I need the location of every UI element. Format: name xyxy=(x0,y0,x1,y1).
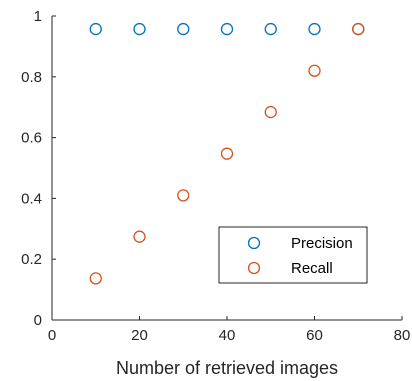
y-tick-label: 1 xyxy=(34,8,42,25)
data-point-precision xyxy=(89,22,102,36)
data-point-precision xyxy=(177,22,190,36)
x-tick-label: 0 xyxy=(48,327,56,344)
x-axis-ticks: 0 20 40 60 80 xyxy=(48,316,411,344)
x-tick-label: 80 xyxy=(394,327,411,344)
y-tick-label: 0.2 xyxy=(21,251,42,268)
data-point-recall xyxy=(89,272,102,285)
y-tick-label: 0.6 xyxy=(21,130,42,147)
data-point-recall xyxy=(177,189,190,202)
data-point-precision xyxy=(308,22,321,36)
x-axis-title: Number of retrieved images xyxy=(116,358,338,378)
legend-marker-recall xyxy=(247,261,261,275)
data-point-recall xyxy=(352,22,365,36)
y-tick-label: 0.8 xyxy=(21,69,42,86)
y-tick-label: 0.4 xyxy=(21,190,42,207)
y-tick-label: 0 xyxy=(34,312,42,329)
x-tick-label: 60 xyxy=(306,327,323,344)
data-marks xyxy=(89,22,365,285)
data-point-precision xyxy=(133,22,146,36)
legend-label-precision: Precision xyxy=(291,235,353,252)
legend: Precision Recall xyxy=(218,226,368,284)
x-tick-label: 40 xyxy=(219,327,236,344)
data-point-recall xyxy=(133,230,146,243)
data-point-precision xyxy=(220,22,234,36)
series-recall xyxy=(89,22,365,285)
y-axis-ticks: 0 0.2 0.4 0.6 0.8 1 xyxy=(21,8,56,329)
legend-label-recall: Recall xyxy=(291,260,333,277)
data-point-recall xyxy=(264,105,277,119)
x-tick-label: 20 xyxy=(131,327,148,344)
data-point-precision xyxy=(264,22,277,36)
legend-box xyxy=(218,226,368,284)
data-point-recall xyxy=(220,147,234,160)
data-point-recall xyxy=(308,64,321,77)
legend-marker-precision xyxy=(247,236,261,250)
